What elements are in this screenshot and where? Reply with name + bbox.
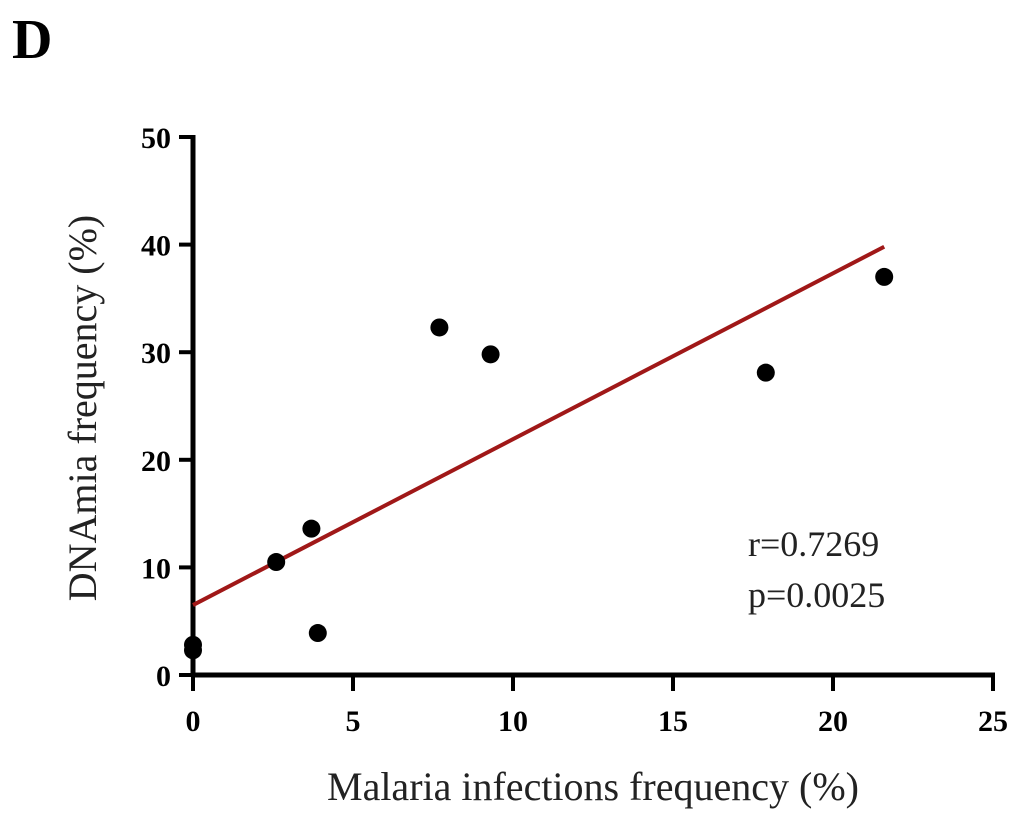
correlation-r-label: r=0.7269: [748, 524, 879, 564]
x-tick-label: 10: [498, 705, 528, 738]
y-tick-label: 0: [156, 660, 171, 693]
data-point: [756, 363, 775, 382]
panel-label: D: [12, 9, 52, 71]
data-point: [481, 345, 500, 364]
regression-line: [192, 244, 886, 607]
x-axis-ticks: 0 5 10 15 20 25: [186, 675, 1008, 738]
y-tick-label: 10: [141, 552, 171, 585]
data-point: [430, 318, 449, 337]
x-axis-title: Malaria infections frequency (%): [327, 764, 859, 809]
x-tick-label: 25: [978, 705, 1008, 738]
x-tick-label: 0: [186, 705, 201, 738]
data-point: [308, 624, 327, 643]
x-tick-label: 15: [658, 705, 688, 738]
y-axis-title: DNAmia frequency (%): [60, 215, 105, 602]
y-tick-label: 20: [141, 445, 171, 478]
y-tick-label: 40: [141, 230, 171, 263]
x-tick-label: 20: [818, 705, 848, 738]
data-point: [875, 267, 894, 286]
data-point: [302, 519, 321, 538]
data-point: [184, 635, 202, 654]
y-axis-ticks: 0 10 20 30 40 50: [141, 122, 193, 693]
data-point: [267, 553, 286, 572]
y-tick-label: 30: [141, 337, 171, 370]
y-tick-label: 50: [141, 122, 171, 155]
x-tick-label: 5: [346, 705, 361, 738]
data-points: [184, 267, 894, 660]
p-value-label: p=0.0025: [748, 575, 885, 615]
